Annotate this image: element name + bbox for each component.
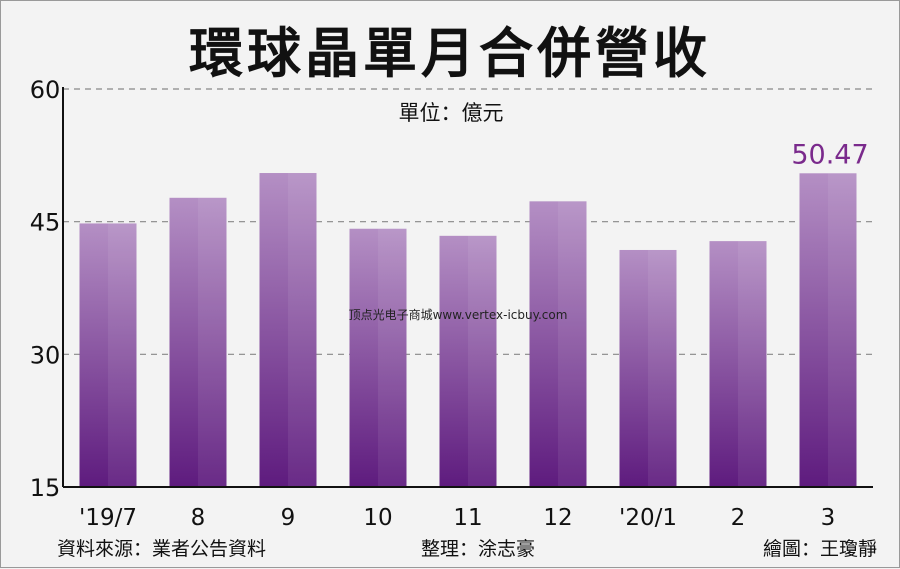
- bar-3: [799, 173, 857, 488]
- bar-shade: [828, 173, 857, 488]
- bar-shade: [288, 173, 317, 487]
- x-tick-label: '20/1: [619, 505, 677, 531]
- x-tick-label: '19/7: [79, 505, 137, 531]
- bar-shade: [198, 197, 227, 487]
- bar-2: [709, 241, 767, 487]
- axes: 15 30 45 60 '19/7 8 9 10 11 12 '20/1 2 3 50.47: [30, 76, 873, 531]
- chart-title: 環球晶單月合併營收: [189, 22, 711, 85]
- x-tick-label: 2: [731, 505, 746, 531]
- bar-shade: [738, 241, 767, 487]
- y-tick-label: 15: [30, 474, 61, 502]
- unit-label: 單位：億元: [399, 101, 504, 125]
- bar-12: [529, 201, 587, 487]
- x-tick-label: 10: [363, 505, 392, 531]
- x-tick-label: 11: [453, 505, 482, 531]
- x-tick-label: 3: [821, 505, 836, 531]
- y-tick-label: 60: [30, 76, 61, 104]
- watermark-text: 顶点光电子商城www.vertex-icbuy.com: [349, 307, 568, 322]
- y-tick-label: 45: [30, 209, 61, 237]
- y-tick-label: 30: [30, 341, 61, 369]
- bar-shade: [648, 249, 677, 487]
- x-tick-label: 9: [281, 505, 296, 531]
- footer-artist: 繪圖：王瓊靜: [762, 538, 877, 560]
- bar-9: [259, 173, 317, 487]
- bar-'20/1: [619, 249, 677, 487]
- bar-shade: [468, 235, 497, 487]
- bar-11: [439, 235, 497, 487]
- x-tick-label: 12: [543, 505, 572, 531]
- bar-10: [349, 228, 407, 487]
- bar-8: [169, 197, 227, 487]
- x-tick-label: 8: [191, 505, 206, 531]
- bars: [79, 173, 857, 488]
- bar-shade: [378, 228, 407, 487]
- bar-'19/7: [79, 223, 137, 488]
- footer-source: 資料來源：業者公告資料: [57, 538, 267, 560]
- data-label-highlight: 50.47: [791, 139, 868, 170]
- bar-shade: [108, 223, 137, 488]
- bar-shade: [558, 201, 587, 487]
- footer-editor: 整理：涂志豪: [421, 538, 536, 560]
